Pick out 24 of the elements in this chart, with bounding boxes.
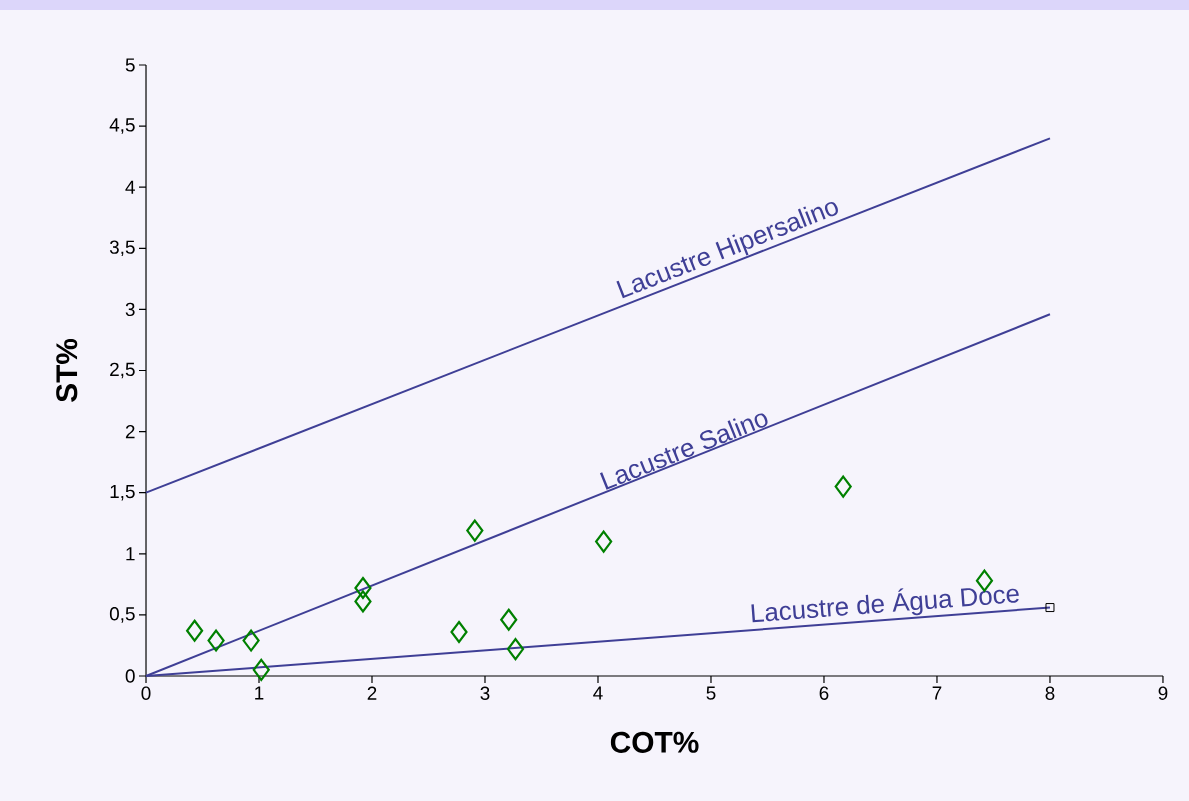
x-tick-label: 4 [593,686,603,700]
x-tick-label: 7 [932,686,942,700]
x-axis-title: COT% [610,731,699,753]
x-tick-label: 3 [480,686,490,700]
y-tick-label: 3,5 [109,240,135,257]
y-tick-label: 0,5 [109,607,135,623]
annotation: Lacustre de Água Doce [751,588,1019,623]
x-tick-label: 5 [706,686,716,700]
y-tick-label: 4 [125,180,135,194]
x-tick-label: 8 [1045,686,1055,700]
y-tick-label: 5 [125,58,135,72]
y-tick-label: 2,5 [110,362,135,379]
x-tick-label: 9 [1158,686,1168,700]
y-tick-label: 2 [125,424,135,439]
x-tick-label: 1 [255,686,264,700]
x-tick-label: 2 [367,686,377,700]
y-axis-title: ST% [56,338,78,403]
x-tick-label: 0 [141,686,151,700]
y-tick-label: 1 [126,547,135,561]
y-tick-label: 0 [125,669,135,683]
y-tick-label: 3 [125,302,135,317]
y-tick-label: 4,5 [109,118,135,134]
x-tick-label: 6 [819,686,829,700]
y-tick-label: 1,5 [110,484,135,501]
